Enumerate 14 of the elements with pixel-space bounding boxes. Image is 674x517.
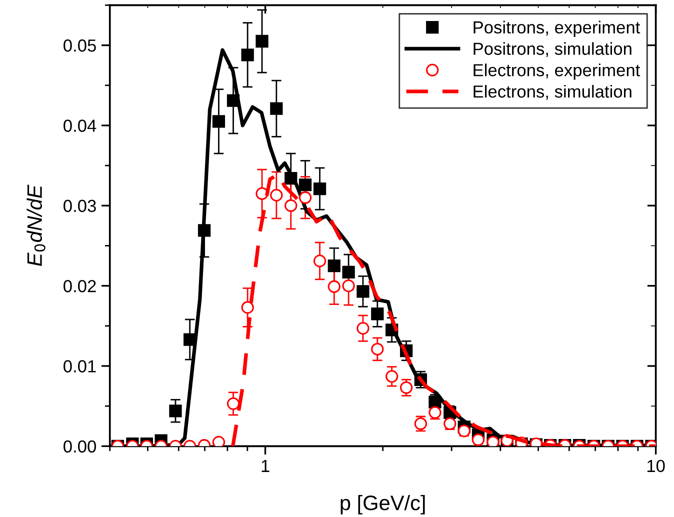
y-axis-title: E$_{0}$dN/dE: [26, 184, 46, 266]
y-tick-label: 0.01: [64, 360, 96, 372]
x-tick-label: 10: [647, 460, 665, 472]
legend-label: Positrons, experiment: [474, 20, 640, 37]
y-tick-label: 0.02: [64, 280, 96, 292]
x-axis-title: p [GeV/c]: [340, 494, 425, 514]
legend-label: Positrons, simulation: [474, 42, 632, 57]
y-tick-label: 0.05: [64, 39, 96, 52]
legend-label: Electrons, simulation: [474, 84, 632, 100]
x-tick-label: 1: [262, 460, 270, 472]
y-tick-label: 0.04: [64, 120, 96, 132]
y-tick-label: 0.03: [64, 200, 96, 212]
y-tick-label: 0.00: [64, 440, 96, 453]
legend-label: Electrons, experiment: [474, 64, 640, 80]
